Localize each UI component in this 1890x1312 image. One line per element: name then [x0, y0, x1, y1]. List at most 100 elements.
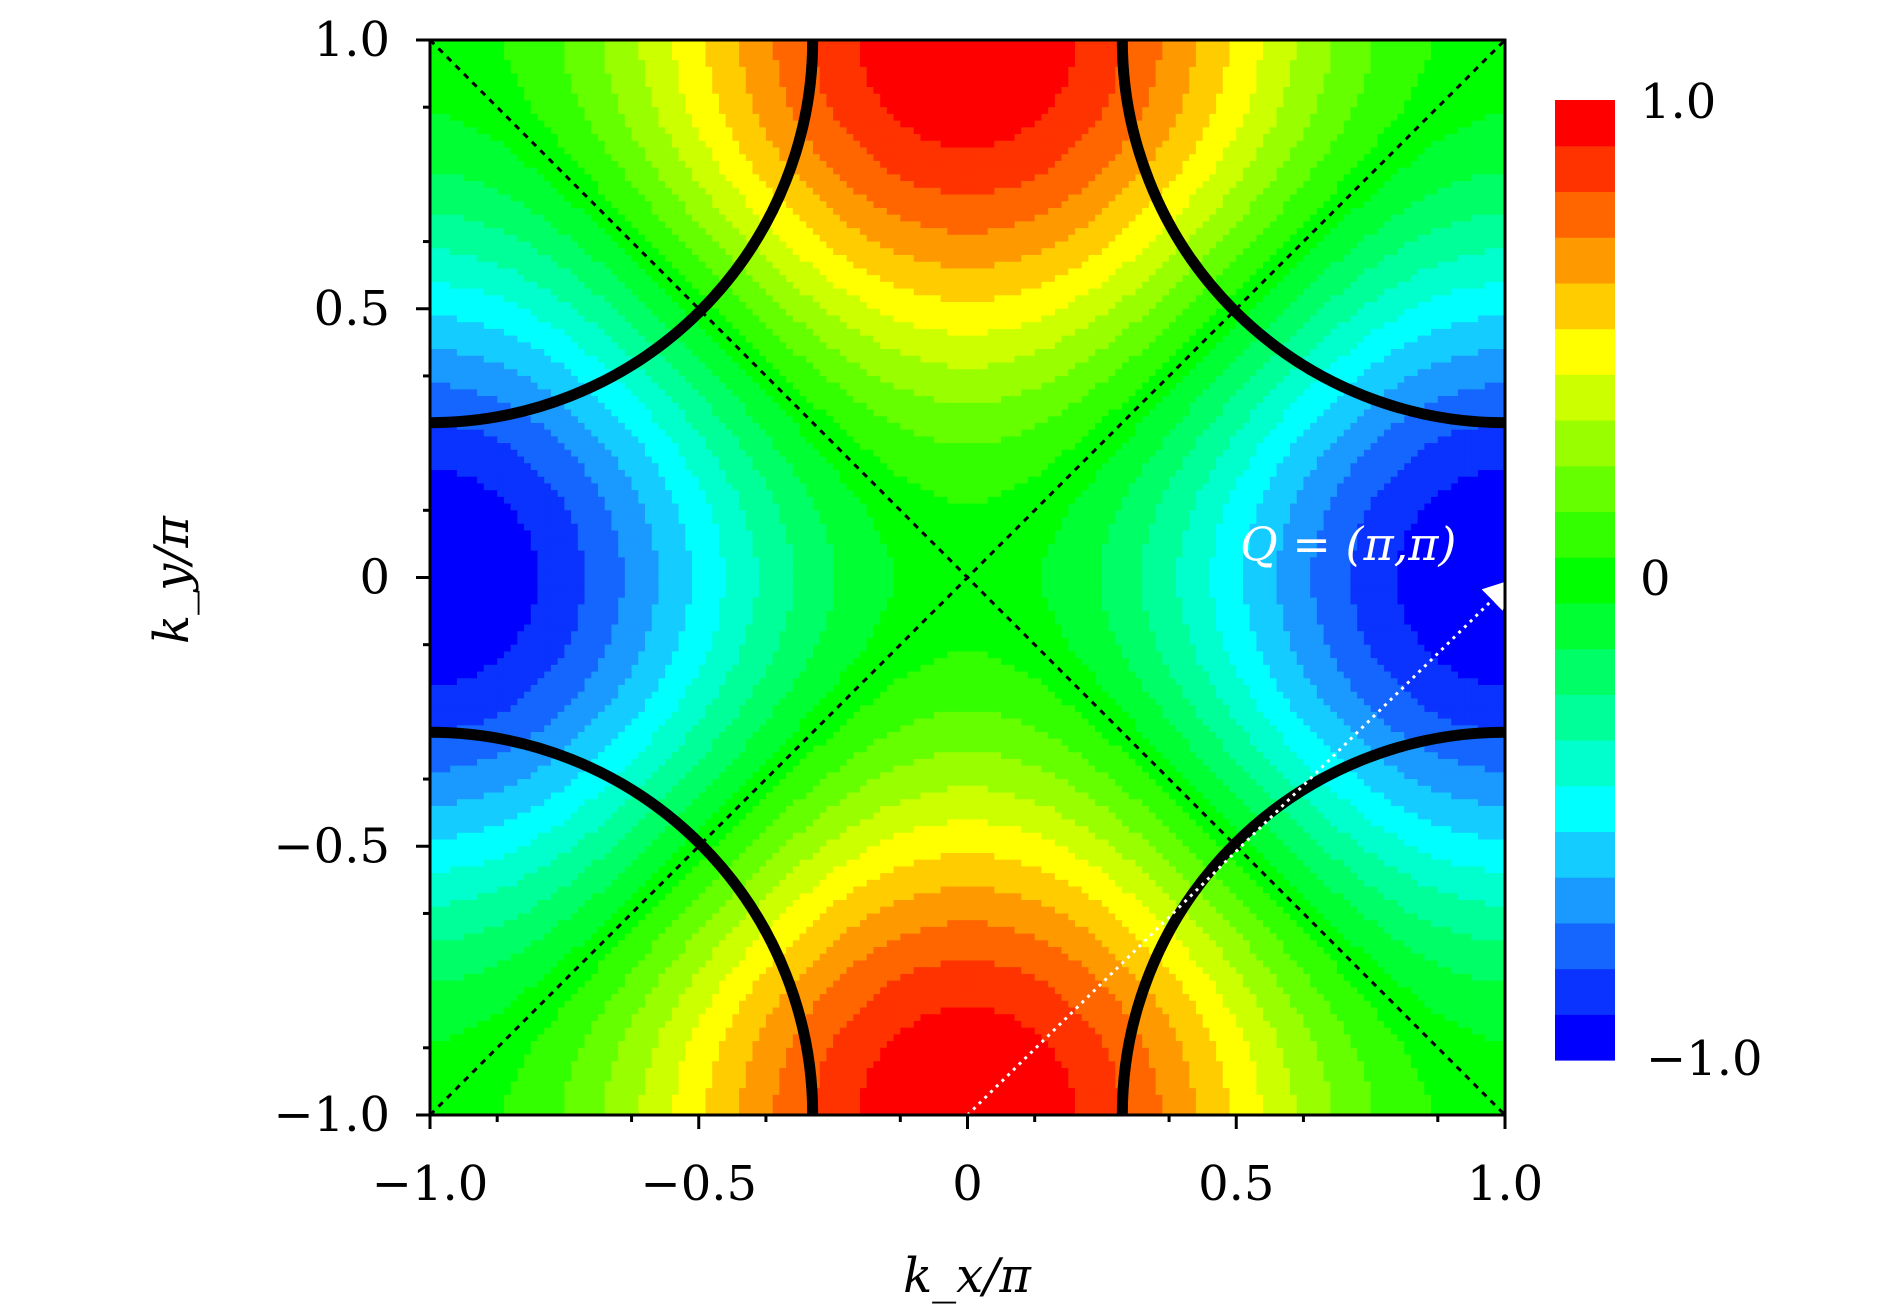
heatmap-cell: [1290, 235, 1297, 242]
heatmap-cell: [1203, 228, 1210, 235]
heatmap-cell: [988, 181, 995, 188]
heatmap-cell: [538, 60, 545, 67]
heatmap-cell: [732, 114, 739, 121]
heatmap-cell: [652, 134, 659, 141]
heatmap-cell: [947, 154, 954, 161]
heatmap-cell: [920, 215, 927, 222]
heatmap-cell: [840, 67, 847, 74]
heatmap-cell: [994, 107, 1001, 114]
heatmap-cell: [1088, 94, 1095, 101]
heatmap-cell: [672, 235, 679, 242]
heatmap-cell: [1337, 121, 1344, 128]
heatmap-cell: [1156, 94, 1163, 101]
heatmap-cell: [981, 208, 988, 215]
heatmap-cell: [1451, 107, 1458, 114]
heatmap-cell: [571, 114, 578, 121]
heatmap-cell: [1398, 221, 1405, 228]
heatmap-cell: [1431, 188, 1438, 195]
heatmap-cell: [1209, 141, 1216, 148]
heatmap-cell: [746, 208, 753, 215]
heatmap-cell: [793, 181, 800, 188]
heatmap-cell: [961, 154, 968, 161]
heatmap-cell: [558, 60, 565, 67]
heatmap-cell: [1183, 127, 1190, 134]
heatmap-cell: [1398, 215, 1405, 222]
heatmap-cell: [739, 181, 746, 188]
heatmap-cell: [860, 161, 867, 168]
heatmap-cell: [1297, 195, 1304, 202]
heatmap-cell: [1075, 215, 1082, 222]
heatmap-cell: [1404, 87, 1411, 94]
heatmap-cell: [1075, 134, 1082, 141]
heatmap-cell: [1209, 161, 1216, 168]
heatmap-cell: [1404, 94, 1411, 101]
heatmap-cell: [1203, 47, 1210, 54]
heatmap-cell: [638, 121, 645, 128]
heatmap-cell: [578, 168, 585, 175]
heatmap-cell: [759, 195, 766, 202]
heatmap-cell: [1418, 100, 1425, 107]
heatmap-cell: [981, 87, 988, 94]
heatmap-cell: [1129, 181, 1136, 188]
heatmap-cell: [746, 221, 753, 228]
heatmap-cell: [941, 107, 948, 114]
heatmap-cell: [645, 60, 652, 67]
heatmap-cell: [847, 53, 854, 60]
heatmap-cell: [1344, 53, 1351, 60]
heatmap-cell: [598, 215, 605, 222]
heatmap-cell: [1142, 235, 1149, 242]
heatmap-cell: [981, 141, 988, 148]
heatmap-cell: [739, 53, 746, 60]
heatmap-cell: [1290, 195, 1297, 202]
heatmap-cell: [571, 127, 578, 134]
heatmap-cell: [443, 94, 450, 101]
heatmap-cell: [645, 174, 652, 181]
heatmap-cell: [1270, 168, 1277, 175]
heatmap-cell: [927, 80, 934, 87]
heatmap-cell: [1230, 80, 1237, 87]
heatmap-cell: [484, 248, 491, 255]
heatmap-cell: [1162, 141, 1169, 148]
heatmap-cell: [1492, 121, 1499, 128]
heatmap-cell: [1277, 208, 1284, 215]
heatmap-cell: [1297, 47, 1304, 54]
heatmap-cell: [464, 168, 471, 175]
heatmap-cell: [1082, 74, 1089, 81]
heatmap-cell: [1303, 74, 1310, 81]
heatmap-cell: [1404, 181, 1411, 188]
heatmap-cell: [1062, 235, 1069, 242]
heatmap-cell: [806, 161, 813, 168]
heatmap-cell: [920, 195, 927, 202]
heatmap-cell: [1115, 181, 1122, 188]
heatmap-cell: [1035, 201, 1042, 208]
heatmap-cell: [544, 80, 551, 87]
heatmap-cell: [658, 121, 665, 128]
heatmap-cell: [974, 215, 981, 222]
heatmap-cell: [1216, 127, 1223, 134]
heatmap-cell: [1015, 242, 1022, 249]
heatmap-cell: [1337, 74, 1344, 81]
heatmap-cell: [1129, 228, 1136, 235]
heatmap-cell: [1250, 47, 1257, 54]
heatmap-cell: [746, 121, 753, 128]
heatmap-cell: [1478, 195, 1485, 202]
heatmap-cell: [994, 134, 1001, 141]
heatmap-cell: [1277, 127, 1284, 134]
heatmap-cell: [464, 141, 471, 148]
heatmap-cell: [638, 94, 645, 101]
heatmap-cell: [1398, 154, 1405, 161]
heatmap-cell: [1162, 242, 1169, 249]
heatmap-cell: [1209, 74, 1216, 81]
heatmap-cell: [470, 148, 477, 155]
heatmap-cell: [625, 107, 632, 114]
heatmap-cell: [1008, 188, 1015, 195]
heatmap-cell: [726, 235, 733, 242]
heatmap-cell: [1438, 141, 1445, 148]
heatmap-cell: [511, 181, 518, 188]
heatmap-cell: [753, 100, 760, 107]
heatmap-cell: [705, 127, 712, 134]
heatmap-cell: [1330, 60, 1337, 67]
heatmap-cell: [1142, 53, 1149, 60]
heatmap-cell: [450, 87, 457, 94]
heatmap-cell: [598, 100, 605, 107]
